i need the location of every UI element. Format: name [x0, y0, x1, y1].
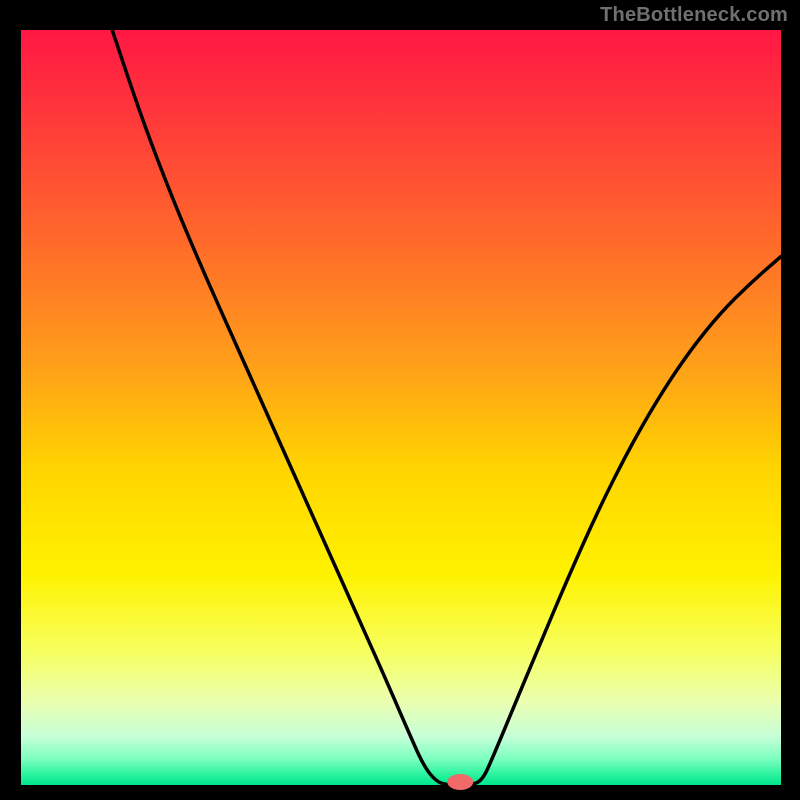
watermark-text: TheBottleneck.com — [600, 4, 788, 27]
bottleneck-chart — [0, 0, 800, 800]
plot-background — [21, 30, 781, 785]
chart-stage: TheBottleneck.com — [0, 0, 800, 800]
optimal-marker — [447, 774, 473, 790]
